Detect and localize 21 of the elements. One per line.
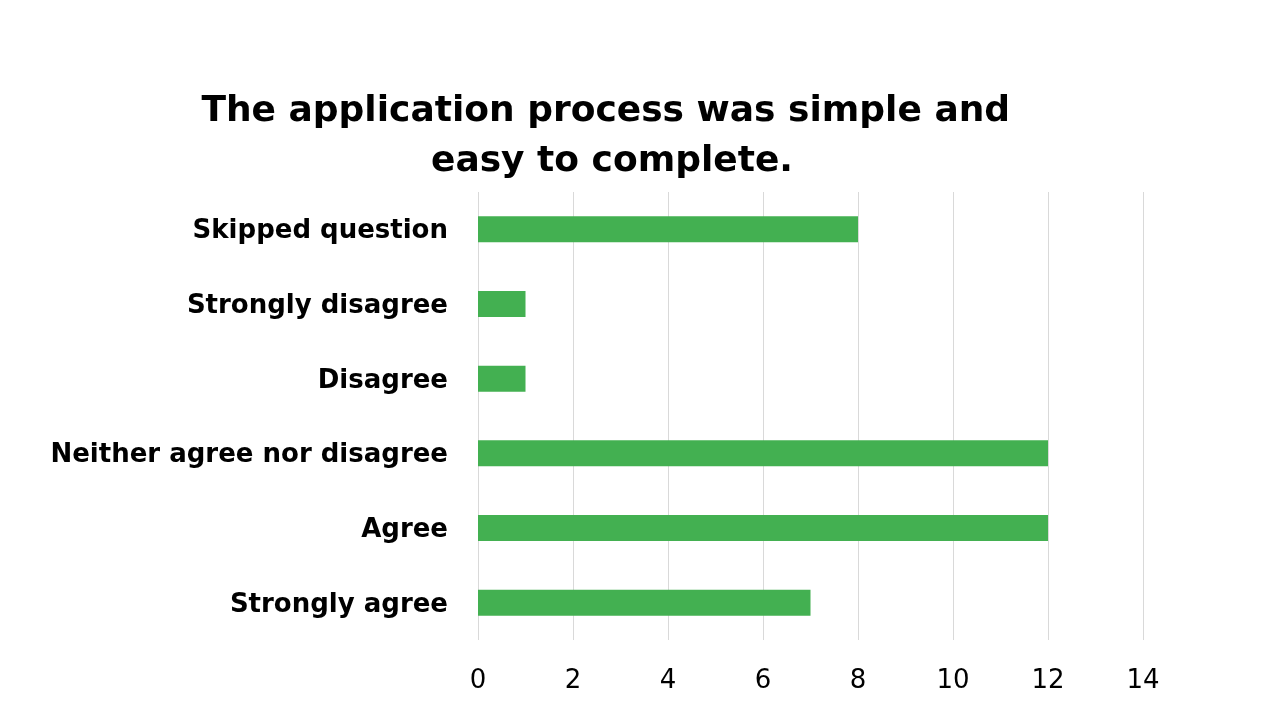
- x-tick-label: 14: [1126, 664, 1160, 694]
- bar: [478, 216, 858, 243]
- y-tick-label: Strongly agree: [229, 587, 448, 618]
- y-tick-label: Strongly disagree: [186, 289, 448, 319]
- bar: [478, 589, 811, 616]
- x-tick-label: 2: [564, 664, 582, 694]
- y-tick-label: Disagree: [317, 363, 448, 394]
- x-tick-label: 6: [754, 664, 772, 694]
- x-tick-label: 12: [1031, 664, 1065, 694]
- x-tick-label: 8: [849, 664, 867, 694]
- bar: [478, 515, 1048, 541]
- x-tick-label: 10: [936, 664, 970, 694]
- y-tick-label: Skipped question: [192, 214, 448, 245]
- y-tick-label: Neither agree nor disagree: [50, 438, 448, 469]
- bar: [478, 291, 526, 317]
- y-tick-label: Agree: [361, 513, 448, 543]
- bar: [478, 440, 1048, 467]
- chart-title: The application process was simple and easy to complete.: [201, 87, 1023, 179]
- x-tick-label: 4: [659, 664, 677, 694]
- x-tick-label: 0: [469, 664, 487, 694]
- bar: [478, 365, 526, 392]
